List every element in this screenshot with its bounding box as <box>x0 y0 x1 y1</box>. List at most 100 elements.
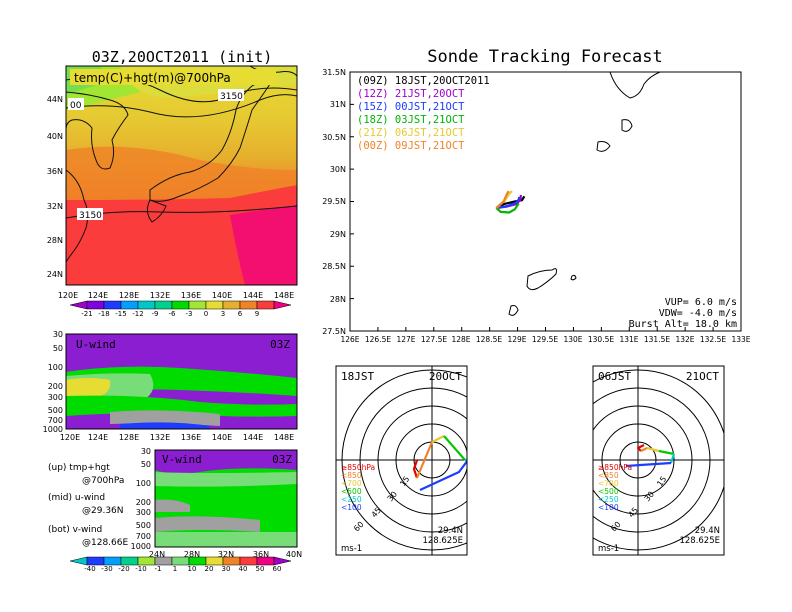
vwind-p-tick: 300 <box>136 508 151 517</box>
track-legend: (09Z) 18JST,20OCT2011 (12Z) 21JST,20OCT … <box>357 75 490 152</box>
wind-colorbar-label: 1 <box>173 565 177 573</box>
height-contour-2 <box>66 94 297 118</box>
hodo-right-level-legend: ≥850hPa <850 <700 <500 <250 <100 <box>598 463 632 512</box>
track-lat-tick: 29N <box>330 230 346 239</box>
hodo-right-time: 06JST <box>598 370 631 383</box>
temp-colorbar-segment <box>205 300 224 310</box>
temp-colorbar-label: -12 <box>132 310 143 318</box>
uwind-lon-tick: 144E <box>243 433 263 442</box>
map-lon-tick: 120E <box>58 291 78 300</box>
track-lon-tick: 132E <box>675 335 694 344</box>
wind-colorbar-label: 10 <box>188 565 197 573</box>
temperature-band-orange <box>66 146 297 210</box>
note-bot-line2: @128.66E <box>82 538 128 548</box>
hodo-right-date: 21OCT <box>686 370 719 383</box>
wind-colorbar-segment <box>86 556 105 566</box>
hodo-left-time: 18JST <box>341 370 374 383</box>
wind-colorbar-segment <box>273 556 292 566</box>
wind-colorbar-label: -10 <box>135 565 146 573</box>
island-small-3 <box>570 274 577 281</box>
temp-colorbar-label: 9 <box>255 310 259 318</box>
temp-colorbar-segment <box>103 300 122 310</box>
hodo-level-label: <850 <box>598 471 619 480</box>
temp-colorbar-label: 0 <box>204 310 208 318</box>
uwind-p-tick: 1000 <box>43 425 63 434</box>
island-coast-north <box>609 72 661 99</box>
track-legend-entry: (00Z) 09JST,21OCT <box>357 140 465 152</box>
hodo-right-lon: 128.625E <box>679 536 720 546</box>
temp-colorbar-segment <box>69 300 88 310</box>
wind-colorbar-label: -1 <box>155 565 162 573</box>
hodo-level-label: <250 <box>598 495 619 504</box>
uwind-time: 03Z <box>270 338 290 351</box>
map-label-box <box>70 69 276 85</box>
hodo-level-label: <700 <box>598 479 619 488</box>
temp-colorbar-label: -6 <box>169 310 177 318</box>
wind-colorbar-labels: -40 -30 -20 -10 -1 1 10 20 30 40 50 60 <box>84 565 281 573</box>
temp-colorbar-segment <box>222 300 241 310</box>
wind-colorbar-segment <box>120 556 139 566</box>
temp-colorbar-segment <box>154 300 173 310</box>
map-frame <box>65 65 298 286</box>
wind-colorbar-label: -30 <box>101 565 112 573</box>
vwind-frame <box>154 449 298 548</box>
wind-colorbar-label: 20 <box>205 565 214 573</box>
uwind-label: U-wind <box>76 338 116 351</box>
track-lon-tick: 130E <box>563 335 582 344</box>
track-lat-tick: 31.5N <box>322 68 346 77</box>
hodo-right-frame <box>592 365 725 556</box>
vwind-p-tick: 700 <box>136 532 151 541</box>
temp-colorbar-segment <box>188 300 207 310</box>
wind-colorbar-segment <box>154 556 173 566</box>
island-small-4 <box>508 305 519 316</box>
track-lat-tick: 30N <box>330 165 346 174</box>
temp-colorbar-label: -21 <box>81 310 92 318</box>
map-lat-tick: 44N <box>47 95 63 104</box>
vwind-p-tick: 30 <box>141 447 151 456</box>
temp-colorbar-segment <box>239 300 258 310</box>
hodo-wind-trace <box>669 453 676 464</box>
hodograph-right: 06JST 21OCT 29.4N 128.625E ms-1 15 30 45… <box>592 365 725 556</box>
vwind-lat-axis: 24N 28N 32N 36N 40N <box>149 550 302 559</box>
uwind-panel: U-wind 03Z 30 50 100 200 300 500 700 100… <box>43 330 298 442</box>
vwind-lat-tick: 28N <box>184 550 200 559</box>
map-lon-tick: 132E <box>150 291 170 300</box>
vwind-p-tick: 50 <box>141 460 151 469</box>
track-lat-tick: 27.5N <box>322 327 346 336</box>
uwind-lon-tick: 148E <box>274 433 294 442</box>
wind-colorbar-label: 40 <box>239 565 248 573</box>
wind-colorbar-segment <box>103 556 122 566</box>
hodo-level-label: ≥850hPa <box>341 463 375 472</box>
map-lon-tick: 144E <box>243 291 263 300</box>
uwind-band-grey <box>110 410 220 426</box>
vwind-pressure-axis: 30 50 100 200 300 500 700 1000 <box>131 447 151 551</box>
temperature-colorbar-labels: -21 -18 -15 -12 -9 -6 -3 0 3 6 9 <box>81 310 259 318</box>
hodo-right-lat: 29.4N <box>695 526 720 536</box>
wind-colorbar-label: 30 <box>222 565 231 573</box>
contour-label-1: 00 <box>70 101 82 111</box>
vwind-panel: V-wind 03Z 30 50 100 200 300 500 700 100… <box>131 447 302 559</box>
track-info-burst: Burst Alt= 18.0 km <box>629 319 737 330</box>
vwind-lat-tick: 24N <box>149 550 165 559</box>
track-line <box>495 202 520 214</box>
track-y-axis: 27.5N 28N 28.5N 29N 29.5N 30N 30.5N 31N … <box>322 68 346 336</box>
track-lat-tick: 28.5N <box>322 262 346 271</box>
track-lon-tick: 129E <box>507 335 526 344</box>
map-lon-tick: 124E <box>88 291 108 300</box>
coastline-kyushu <box>146 199 167 223</box>
vwind-band-lightgreen-2 <box>155 532 297 547</box>
temp-colorbar-segment <box>120 300 139 310</box>
map-lat-tick: 28N <box>47 236 63 245</box>
track-lat-tick: 29.5N <box>322 197 346 206</box>
uwind-lon-axis: 120E 124E 128E 132E 136E 140E 144E 148E <box>60 433 294 442</box>
contour-label-2: 3150 <box>220 92 243 102</box>
uwind-lon-tick: 136E <box>181 433 201 442</box>
uwind-band-yellow <box>66 378 111 396</box>
track-lon-tick: 126.5E <box>365 335 391 344</box>
track-lon-tick: 129.5E <box>532 335 558 344</box>
hodo-wind-trace <box>646 446 660 453</box>
temp-colorbar-segment <box>86 300 105 310</box>
track-background <box>350 72 741 331</box>
uwind-lon-tick: 124E <box>88 433 108 442</box>
